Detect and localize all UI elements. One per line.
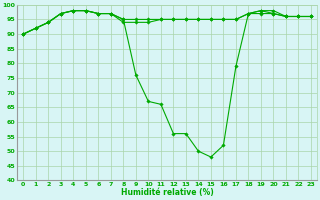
X-axis label: Humidité relative (%): Humidité relative (%) <box>121 188 213 197</box>
